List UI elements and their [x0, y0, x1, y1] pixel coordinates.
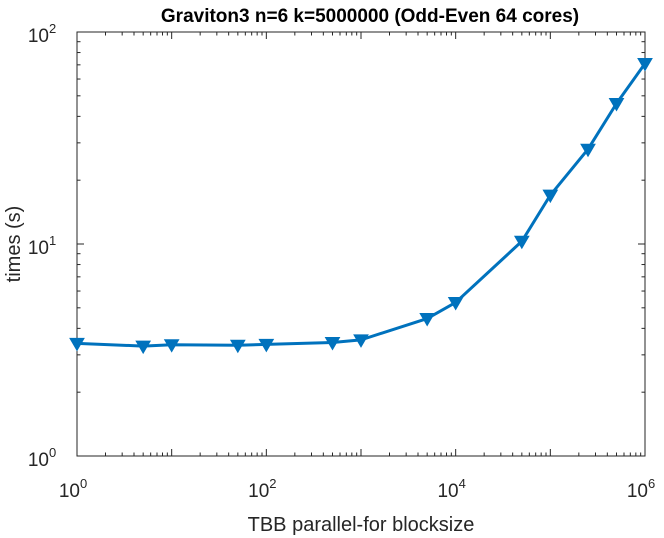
data-point-marker — [513, 235, 530, 250]
data-point-marker — [353, 334, 369, 348]
y-tick-label: 101 — [28, 233, 56, 259]
x-tick-label: 100 — [59, 476, 87, 502]
data-point-marker — [135, 340, 152, 355]
data-point-marker — [324, 337, 341, 351]
series-group — [69, 58, 653, 355]
plot-area — [76, 31, 646, 457]
tick-labels: 100 102 104 106 100 101 102 — [28, 21, 655, 502]
data-point-marker — [580, 143, 596, 158]
data-point-marker — [637, 58, 653, 72]
data-point-marker — [447, 296, 464, 311]
x-axis-label: TBB parallel-for blocksize — [248, 514, 475, 536]
data-point-marker — [258, 338, 275, 353]
data-point-marker — [419, 313, 436, 327]
y-axis-label: times (s) — [3, 206, 25, 283]
chart-title: Graviton3 n=6 k=5000000 (Odd-Even 64 cor… — [161, 6, 579, 27]
data-point-marker — [229, 339, 246, 354]
data-point-marker — [608, 97, 625, 112]
y-tick-label: 100 — [28, 445, 56, 471]
x-tick-label: 102 — [248, 476, 276, 502]
axis-ticks — [76, 31, 646, 457]
data-point-marker — [542, 189, 559, 204]
x-tick-label: 104 — [437, 476, 465, 502]
x-tick-label: 106 — [627, 476, 655, 502]
y-tick-label: 102 — [28, 21, 56, 47]
data-point-marker — [163, 339, 180, 353]
series-line — [76, 62, 647, 348]
data-point-marker — [69, 337, 85, 352]
